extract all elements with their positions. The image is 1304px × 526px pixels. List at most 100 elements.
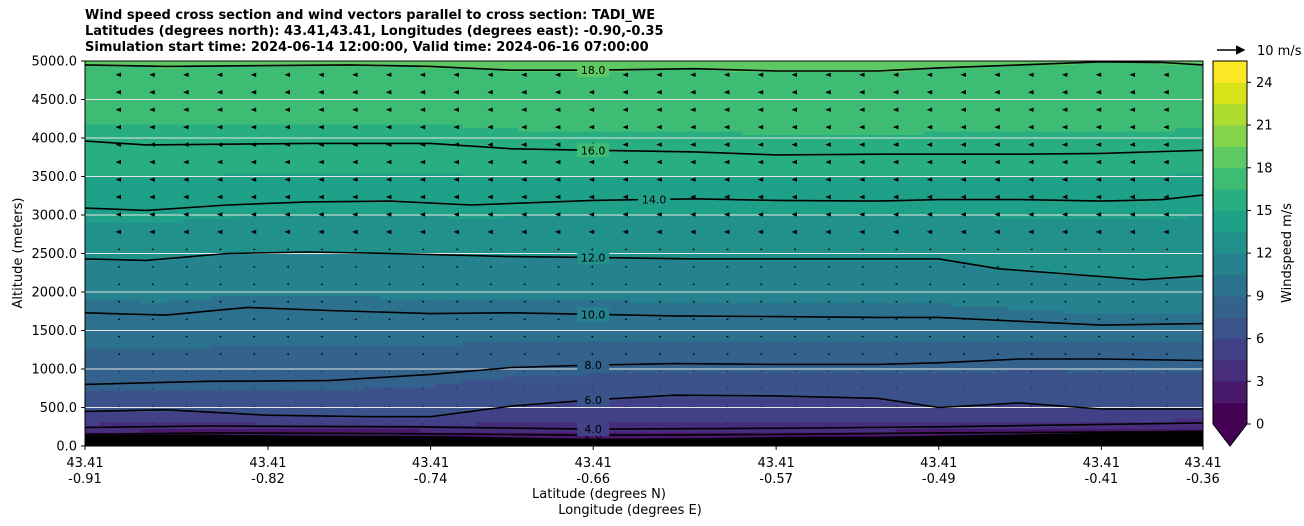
contour-fill-cell xyxy=(224,61,240,66)
contour-fill-cell xyxy=(294,96,310,101)
contour-fill-cell xyxy=(322,390,338,395)
contour-fill-cell xyxy=(98,358,114,363)
contour-fill-cell xyxy=(616,309,631,314)
contour-fill-cell xyxy=(238,428,254,433)
contour-fill-cell xyxy=(392,176,408,181)
contour-fill-cell xyxy=(406,271,421,276)
contour-fill-cell xyxy=(378,218,394,223)
contour-fill-cell xyxy=(252,372,268,377)
contour-fill-cell xyxy=(699,425,715,430)
contour-fill-cell xyxy=(140,404,156,409)
contour-fill-cell xyxy=(657,432,673,437)
contour-fill-cell xyxy=(434,390,449,395)
contour-fill-cell xyxy=(671,400,687,405)
contour-fill-cell xyxy=(336,166,352,171)
contour-fill-cell xyxy=(85,239,100,244)
contour-fill-cell xyxy=(602,162,617,167)
contour-fill-cell xyxy=(196,365,212,370)
contour-fill-cell xyxy=(85,362,100,367)
contour-fill-cell xyxy=(210,365,226,370)
contour-fill-cell xyxy=(112,152,128,157)
contour-fill-cell xyxy=(434,92,449,97)
contour-fill-cell xyxy=(630,425,645,430)
contour-fill-cell xyxy=(238,358,254,363)
contour-fill-cell xyxy=(126,250,142,255)
contour-fill-cell xyxy=(210,117,226,122)
contour-fill-cell xyxy=(182,288,198,293)
contour-fill-cell xyxy=(490,159,505,164)
contour-fill-cell xyxy=(126,309,142,314)
contour-fill-cell xyxy=(322,393,338,398)
contour-fill-cell xyxy=(588,330,603,335)
contour-fill-cell xyxy=(448,208,463,213)
contour-fill-cell xyxy=(294,236,310,241)
contour-fill-cell xyxy=(644,236,659,241)
contour-fill-cell xyxy=(140,194,156,199)
contour-fill-cell xyxy=(182,246,198,251)
contour-fill-cell xyxy=(378,316,394,321)
contour-fill-cell xyxy=(420,390,435,395)
contour-fill-cell xyxy=(294,327,310,332)
contour-fill-cell xyxy=(420,75,435,80)
contour-fill-cell xyxy=(406,292,421,297)
contour-fill-cell xyxy=(336,152,352,157)
contour-fill-cell xyxy=(378,271,394,276)
contour-fill-cell xyxy=(406,421,421,426)
contour-fill-cell xyxy=(196,302,212,307)
contour-fill-cell xyxy=(98,180,114,185)
contour-fill-cell xyxy=(532,267,547,272)
contour-fill-cell xyxy=(392,239,408,244)
contour-fill-cell xyxy=(434,61,449,66)
contour-fill-cell xyxy=(168,232,184,237)
contour-fill-cell xyxy=(308,288,324,293)
contour-fill-cell xyxy=(378,215,394,220)
contour-fill-cell xyxy=(224,218,240,223)
contour-fill-cell xyxy=(280,313,296,318)
contour-fill-cell xyxy=(182,155,198,160)
contour-fill-cell xyxy=(602,330,617,335)
contour-fill-cell xyxy=(196,341,212,346)
contour-fill-cell xyxy=(154,85,170,90)
contour-fill-cell xyxy=(308,285,324,290)
contour-fill-cell xyxy=(560,141,575,146)
contour-fill-cell xyxy=(588,99,603,104)
contour-fill-cell xyxy=(574,337,589,342)
contour-fill-cell xyxy=(462,393,477,398)
contour-fill-cell xyxy=(671,288,687,293)
contour-fill-cell xyxy=(140,190,156,195)
contour-fill-cell xyxy=(308,421,324,426)
contour-fill-cell xyxy=(602,295,617,300)
contour-fill-cell xyxy=(462,120,477,125)
contour-fill-cell xyxy=(252,246,268,251)
contour-fill-cell xyxy=(85,306,100,311)
contour-fill-cell xyxy=(490,414,505,419)
contour-fill-cell xyxy=(644,414,659,419)
contour-fill-cell xyxy=(154,369,170,374)
contour-fill-cell xyxy=(657,285,673,290)
contour-fill-cell xyxy=(476,68,491,73)
contour-fill-cell xyxy=(224,201,240,206)
contour-fill-cell xyxy=(713,348,729,353)
contour-fill-cell xyxy=(392,274,408,279)
contour-fill-cell xyxy=(546,257,561,262)
contour-fill-cell xyxy=(448,421,463,426)
contour-fill-cell xyxy=(85,208,100,213)
contour-fill-cell xyxy=(560,316,575,321)
contour-fill-cell xyxy=(630,124,645,129)
contour-fill-cell xyxy=(518,187,533,192)
contour-fill-cell xyxy=(699,64,715,69)
contour-fill-cell xyxy=(252,211,268,216)
contour-fill-cell xyxy=(364,68,380,73)
contour-fill-cell xyxy=(210,152,226,157)
contour-fill-cell xyxy=(476,295,491,300)
contour-fill-cell xyxy=(252,103,268,108)
contour-fill-cell xyxy=(546,334,561,339)
contour-fill-cell xyxy=(504,246,519,251)
contour-fill-cell xyxy=(140,211,156,216)
contour-fill-cell xyxy=(406,183,421,188)
contour-fill-cell xyxy=(350,383,366,388)
contour-fill-cell xyxy=(266,362,282,367)
contour-fill-cell xyxy=(140,267,156,272)
contour-fill-cell xyxy=(504,99,519,104)
contour-fill-cell xyxy=(532,337,547,342)
